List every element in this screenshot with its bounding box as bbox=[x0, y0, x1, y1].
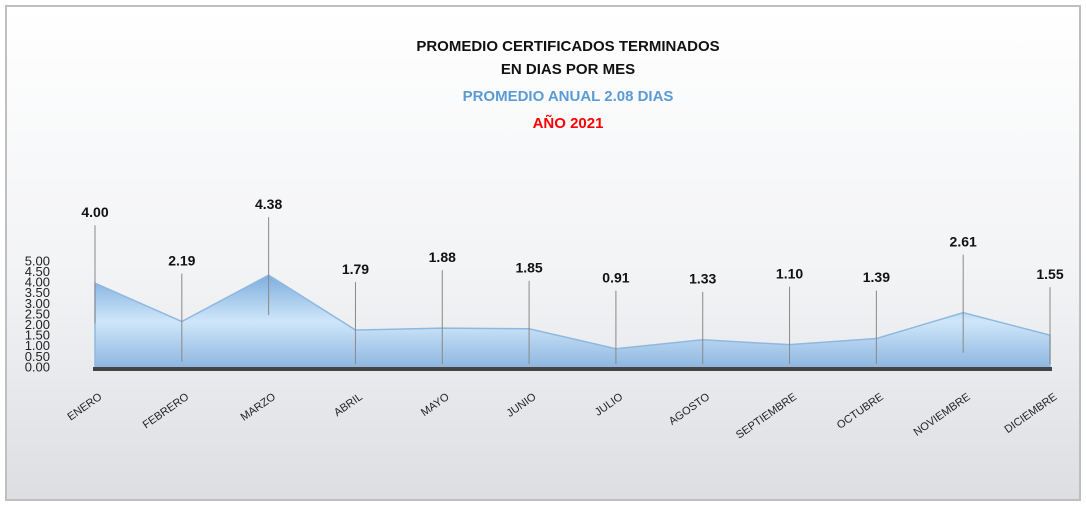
annotation: AÑO 2021 bbox=[533, 114, 604, 132]
y-tick-label: 0.50 bbox=[25, 349, 50, 364]
y-tick-label: 4.00 bbox=[25, 275, 50, 290]
chart-subtitle: PROMEDIO ANUAL 2.08 DIAS bbox=[463, 88, 674, 105]
data-label: 1.55 bbox=[1036, 266, 1063, 282]
data-label: 2.61 bbox=[950, 233, 977, 249]
chart-frame bbox=[5, 5, 1081, 501]
chart-title: PROMEDIO CERTIFICADOS TERMINADOS bbox=[416, 38, 719, 55]
y-tick-label: 3.00 bbox=[25, 296, 50, 311]
y-tick-label: 4.50 bbox=[25, 264, 50, 279]
chart-title: EN DIAS POR MES bbox=[501, 61, 635, 78]
data-label: 1.39 bbox=[863, 269, 890, 285]
data-label: 0.91 bbox=[602, 269, 629, 285]
y-tick-label: 2.00 bbox=[25, 317, 50, 332]
data-label: 4.38 bbox=[255, 196, 282, 212]
data-label: 2.19 bbox=[168, 252, 195, 268]
data-label: 1.10 bbox=[776, 265, 803, 281]
data-label: 1.85 bbox=[515, 259, 542, 275]
data-label: 1.88 bbox=[429, 249, 456, 265]
data-label: 1.79 bbox=[342, 261, 369, 277]
data-label: 1.33 bbox=[689, 271, 716, 287]
data-label: 4.00 bbox=[81, 204, 108, 220]
y-tick-label: 1.50 bbox=[25, 328, 50, 343]
y-tick-label: 1.00 bbox=[25, 338, 50, 353]
y-tick-label: 2.50 bbox=[25, 306, 50, 321]
y-tick-label: 3.50 bbox=[25, 285, 50, 300]
y-tick-label: 0.00 bbox=[25, 359, 50, 374]
y-tick-label: 5.00 bbox=[25, 253, 50, 268]
